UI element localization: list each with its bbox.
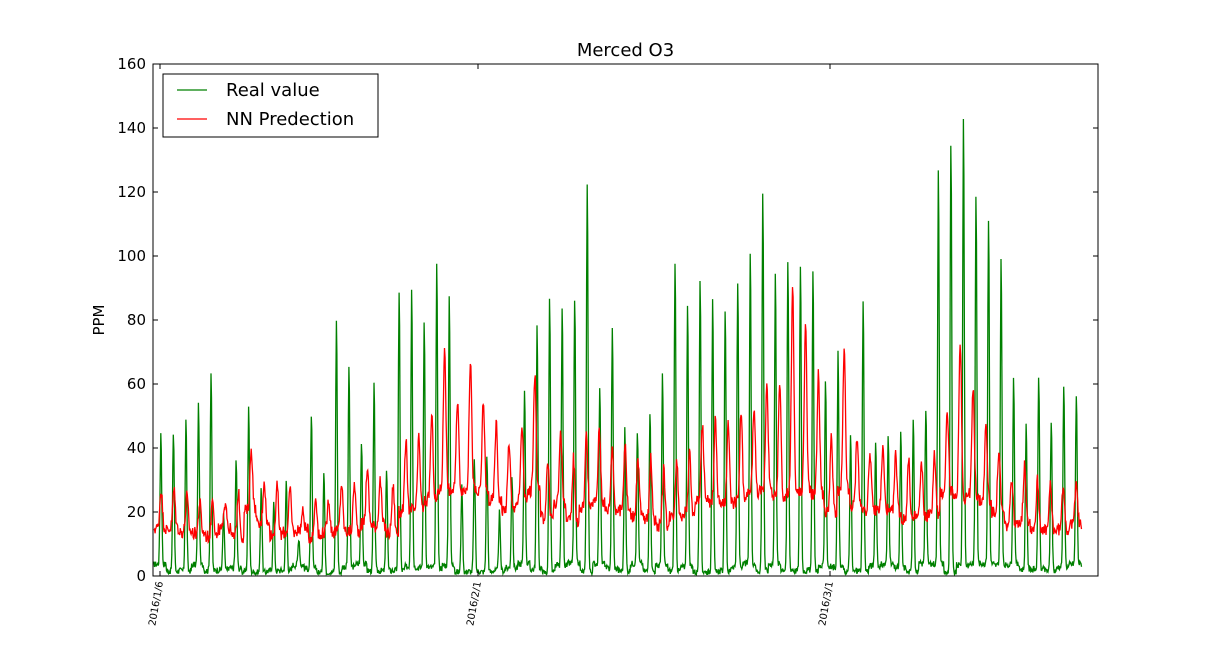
- y-tick-label: 80: [127, 311, 146, 329]
- legend: Real value NN Predection: [162, 73, 379, 138]
- series-layer: [153, 118, 1083, 577]
- y-tick-label: 160: [117, 55, 146, 73]
- y-tick-label: 60: [127, 375, 146, 393]
- y-tick-label: 140: [117, 119, 146, 137]
- series-line-real-value: [153, 118, 1083, 577]
- axes-layer: 0 20 40 60 80 100 120 140 160 2016/1/6 2016/2/1 20…: [90, 40, 1099, 627]
- x-tick-label: 2016/1/6: [147, 581, 166, 627]
- chart-title: Merced O3: [577, 40, 674, 61]
- x-tick-label: 2016/2/1: [465, 581, 484, 627]
- y-axis: 0 20 40 60 80 100 120 140 160: [117, 55, 1098, 585]
- legend-label-nn-predection: NN Predection: [226, 109, 354, 130]
- y-axis-label: PPM: [90, 304, 108, 335]
- y-tick-label: 100: [117, 247, 146, 265]
- legend-label-real-value: Real value: [226, 80, 320, 101]
- x-tick-label: 2016/3/1: [817, 581, 836, 627]
- series-line-nn-predection: [153, 287, 1083, 544]
- y-tick-label: 20: [127, 503, 146, 521]
- legend-box: [162, 73, 379, 138]
- y-tick-label: 120: [117, 183, 146, 201]
- y-tick-label: 0: [136, 567, 146, 585]
- y-tick-label: 40: [127, 439, 146, 457]
